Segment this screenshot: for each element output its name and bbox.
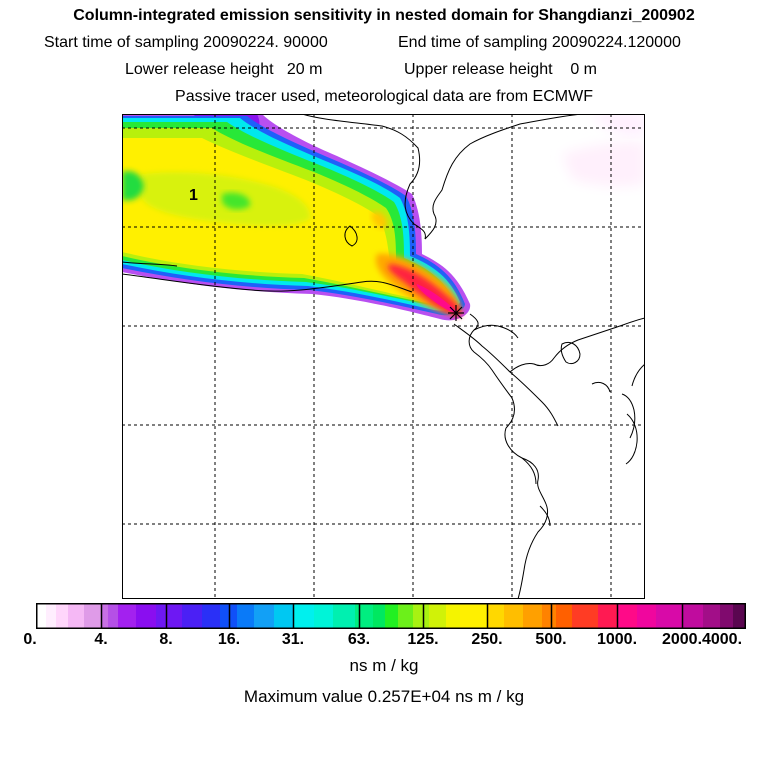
end-time-label: End time of sampling 20090224.120000 [398,34,681,51]
colorbar-swatch [556,604,572,628]
coastlines [122,114,645,599]
colorbar-swatch [487,604,504,628]
colorbar-swatch [373,604,385,628]
colorbar-swatch [446,604,460,628]
colorbar-tick-label: 1000. [596,631,638,648]
colorbar-swatch [220,604,237,628]
colorbar-swatch [682,604,703,628]
map-frame [122,114,645,599]
sensitivity-map: 1 [122,114,645,599]
passive-tracer-label: Passive tracer used, meteorological data… [175,88,593,105]
contour-label: 1 [189,187,198,204]
colorbar-swatch [429,604,446,628]
colorbar-swatch [274,604,293,628]
sensitivity-field [122,114,645,321]
start-time-label: Start time of sampling 20090224. 90000 [44,34,328,51]
colorbar-swatch [254,604,274,628]
colorbar [35,603,748,629]
colorbar-swatch [656,604,682,628]
colorbar-tick-label: 500. [535,631,567,648]
colorbar-tick-label: 4. [94,631,108,648]
colorbar-swatch [314,604,333,628]
plot-title: Column-integrated emission sensitivity i… [73,7,695,24]
colorbar-tick-label: 8. [159,631,173,648]
colorbar-swatch [136,604,156,628]
colorbar-swatch [542,604,556,628]
colorbar-swatch [46,604,56,628]
colorbar-swatch [733,604,746,628]
colorbar-tick-label: 2000. [661,631,703,648]
colorbar-swatch [156,604,182,628]
colorbar-swatch [598,604,617,628]
colorbar-swatch [118,604,136,628]
map-canvas: 1 [122,114,645,599]
colorbar-swatch [398,604,413,628]
colorbar-tick-label: 16. [217,631,241,648]
colorbar-swatch [36,604,46,628]
lower-release-height-label: Lower release height 20 m [125,61,323,78]
colorbar-swatch [56,604,68,628]
maximum-value-label: Maximum value 0.257E+04 ns m / kg [243,687,525,706]
colorbar-swatch [237,604,254,628]
lat-lon-grid [122,114,645,599]
colorbar-swatch [202,604,220,628]
colorbar-tick-label: 0. [23,631,37,648]
colorbar-swatch [703,604,720,628]
colorbar-swatch [101,604,108,628]
colorbar-tick-label: 250. [471,631,503,648]
colorbar-swatch [355,604,373,628]
colorbar-swatch [460,604,487,628]
colorbar-units: ns m / kg [349,656,419,675]
colorbar-swatch [572,604,598,628]
colorbar-tick-label: 125. [407,631,439,648]
colorbar-swatch [293,604,314,628]
colorbar-swatch [720,604,733,628]
colorbar-swatch [108,604,118,628]
colorbar-swatch [413,604,429,628]
colorbar-tick-label: 63. [347,631,371,648]
colorbar-swatch [637,604,656,628]
colorbar-swatch [504,604,523,628]
upper-release-height-label: Upper release height 0 m [404,61,597,78]
colorbar-swatch [385,604,398,628]
colorbar-frame [36,603,746,629]
star-icon [448,305,464,321]
colorbar-swatch [617,604,637,628]
colorbar-swatches [35,603,748,629]
colorbar-swatch [68,604,84,628]
colorbar-swatch [523,604,542,628]
colorbar-swatch [84,604,101,628]
colorbar-tick-label: 31. [281,631,305,648]
colorbar-swatch [333,604,355,628]
colorbar-tick-label: 4000. [701,631,743,648]
colorbar-swatch [182,604,202,628]
